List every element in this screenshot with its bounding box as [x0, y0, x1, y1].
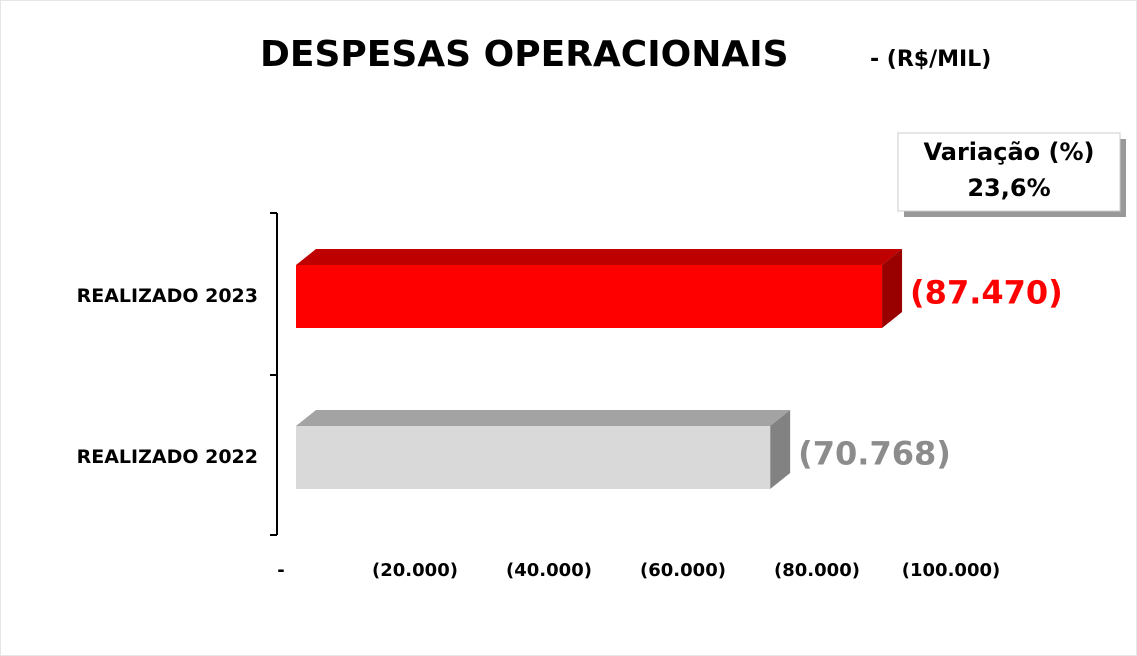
bar-top [296, 410, 791, 426]
bar-side [882, 249, 903, 328]
x-tick-label: (80.000) [774, 560, 860, 581]
y-tick-label: REALIZADO 2022 [77, 446, 258, 468]
bar [296, 426, 771, 489]
chart-title: DESPESAS OPERACIONAIS [260, 34, 789, 75]
bar-side [770, 410, 791, 489]
x-tick-label: - [277, 560, 284, 581]
value-label: (87.470) [910, 274, 1063, 312]
bar [296, 265, 883, 328]
annotation-text: 23,6% [967, 174, 1050, 202]
x-tick-label: (60.000) [640, 560, 726, 581]
annotation-box [897, 132, 1121, 212]
chart-subtitle: - (R$/MIL) [870, 47, 991, 72]
annotation-title: Variação (%) [924, 138, 1095, 166]
x-tick-label: (20.000) [372, 560, 458, 581]
x-tick-label: (100.000) [902, 560, 1000, 581]
value-label: (70.768) [798, 435, 951, 473]
y-tick-label: REALIZADO 2023 [77, 285, 258, 307]
x-tick-label: (40.000) [506, 560, 592, 581]
bar-top [296, 249, 903, 265]
